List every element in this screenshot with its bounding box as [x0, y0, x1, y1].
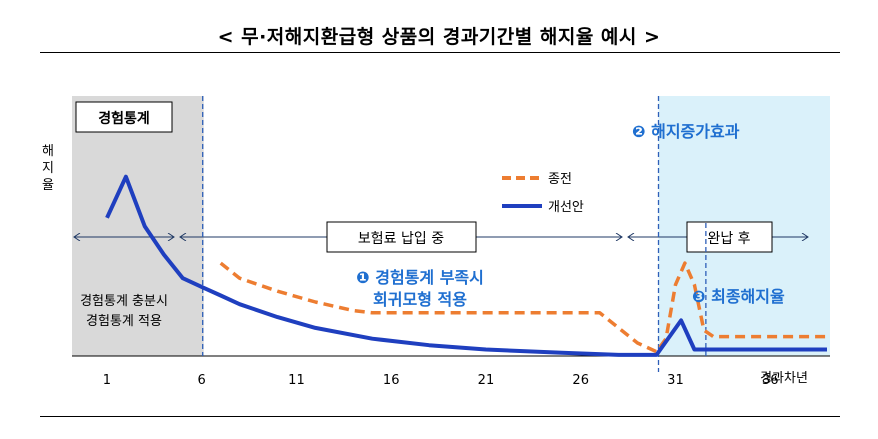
- premium-period-label: 보험료 납입 중: [358, 231, 444, 247]
- experience-region: [72, 96, 204, 356]
- legend-label-new: 개선안: [548, 200, 584, 215]
- experience-note-line1: 경험통계 충분시: [80, 294, 168, 309]
- annotation-3: ❸ 최종해지율: [692, 287, 785, 306]
- series-group: [105, 174, 827, 357]
- experience-region-label: 경험통계: [98, 110, 150, 127]
- experience-note-line2: 경험통계 적용: [86, 314, 162, 329]
- experience-label-box: [75, 101, 173, 133]
- premium-period-box: [326, 221, 477, 253]
- annotation-2: ❷ 해지증가효과: [632, 122, 740, 141]
- x-tick-label: 21: [478, 373, 495, 388]
- x-tick-label: 1: [103, 373, 111, 388]
- title-underline: [40, 52, 840, 53]
- vertical-guides: [202, 96, 707, 372]
- x-tick-label: 11: [288, 373, 305, 388]
- x-tick-labels: 1 6 11 16 21 26 31 36: [103, 373, 779, 388]
- x-axis-label: 경과차년: [760, 371, 808, 386]
- chart-title: < 무·저해지환급형 상품의 경과기간별 해지율 예시 >: [217, 26, 661, 48]
- x-tick-label: 16: [383, 373, 400, 388]
- bottom-rule: [40, 416, 840, 417]
- ylabel-char-3: 율: [42, 178, 54, 193]
- series-line-old: [219, 261, 827, 354]
- annotation-1-line1: ❶ 경험통계 부족시: [356, 268, 484, 287]
- series-line-new: [105, 174, 827, 357]
- x-tick-label: 26: [572, 373, 589, 388]
- x-tick-label: 6: [198, 373, 206, 388]
- ylabel-char-2: 지: [42, 161, 54, 176]
- legend-label-old: 종전: [548, 172, 572, 187]
- x-tick-label: 36: [762, 373, 779, 388]
- annotation-1-line2: 회귀모형 적용: [373, 290, 467, 309]
- x-tick-label: 31: [667, 373, 684, 388]
- after-payment-label: 완납 후: [707, 231, 750, 247]
- ylabel-char-1: 해: [42, 144, 54, 159]
- after-payment-box: [686, 221, 773, 253]
